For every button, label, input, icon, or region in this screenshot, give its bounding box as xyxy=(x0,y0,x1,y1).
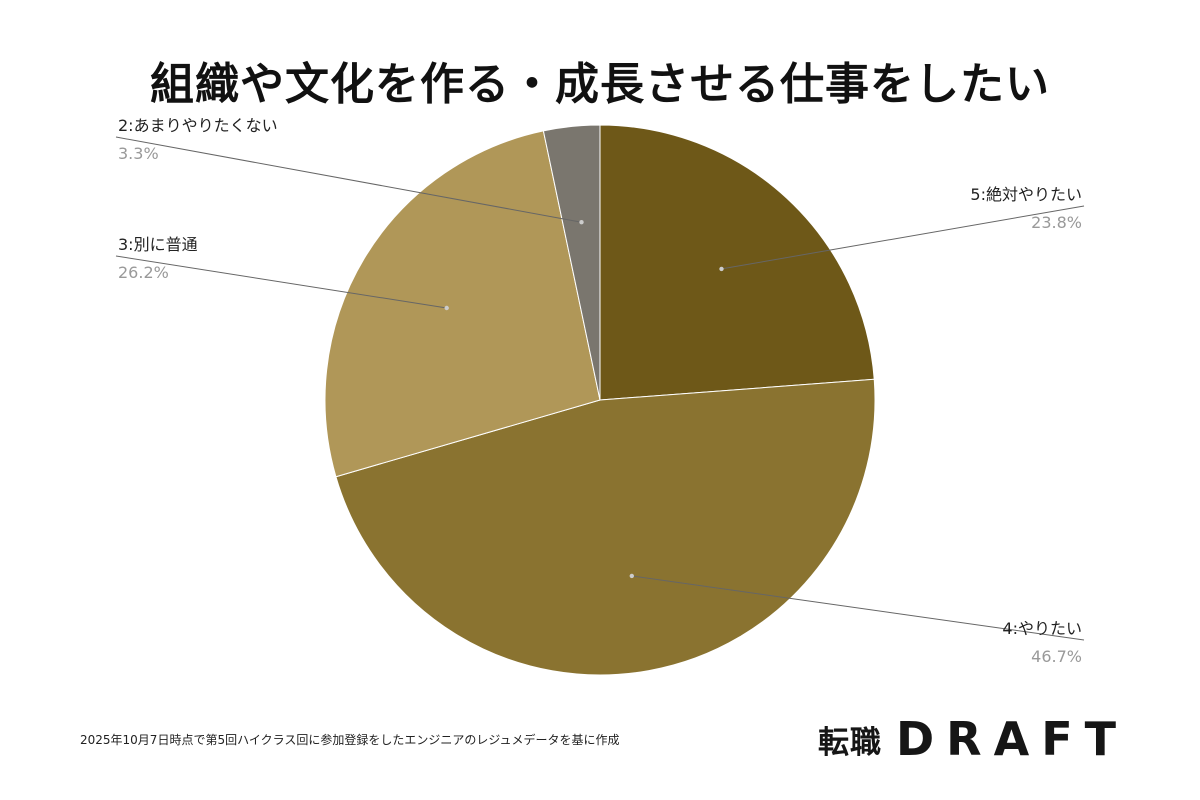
leader-dot xyxy=(719,266,724,272)
footnote: 2025年10月7日時点で第5回ハイクラス回に参加登録をしたエンジニアのレジュメ… xyxy=(80,733,620,747)
leader-line xyxy=(115,136,582,223)
slice-percent-label: 23.8% xyxy=(1031,213,1082,232)
leader-dot xyxy=(579,220,584,225)
slice-percent-label: 26.2% xyxy=(118,263,169,282)
leader-dot xyxy=(629,573,634,579)
leader-line xyxy=(631,575,1085,641)
leader-line xyxy=(115,255,447,309)
slice-label: 3:別に普通 xyxy=(118,235,198,254)
slice-label: 4:やりたい xyxy=(1002,619,1082,638)
logo-jp-text: 転職 xyxy=(818,724,882,761)
chart-title: 組織や文化を作る・成長させる仕事をしたい xyxy=(150,59,1050,110)
pie-slice xyxy=(599,124,875,401)
leader-dot xyxy=(444,305,449,311)
pie-slice xyxy=(335,378,876,676)
slice-label: 2:あまりやりたくない xyxy=(118,116,278,135)
slice-percent-label: 3.3% xyxy=(118,144,159,163)
pie-slice xyxy=(324,130,601,478)
slice-percent-label: 46.7% xyxy=(1031,647,1082,666)
draft-logo: 転職 DRAFT xyxy=(818,712,1129,766)
logo-en-text: DRAFT xyxy=(896,712,1129,766)
slice-label: 5:絶対やりたい xyxy=(970,185,1082,204)
leader-line xyxy=(721,205,1085,270)
pie-slice xyxy=(542,124,601,401)
